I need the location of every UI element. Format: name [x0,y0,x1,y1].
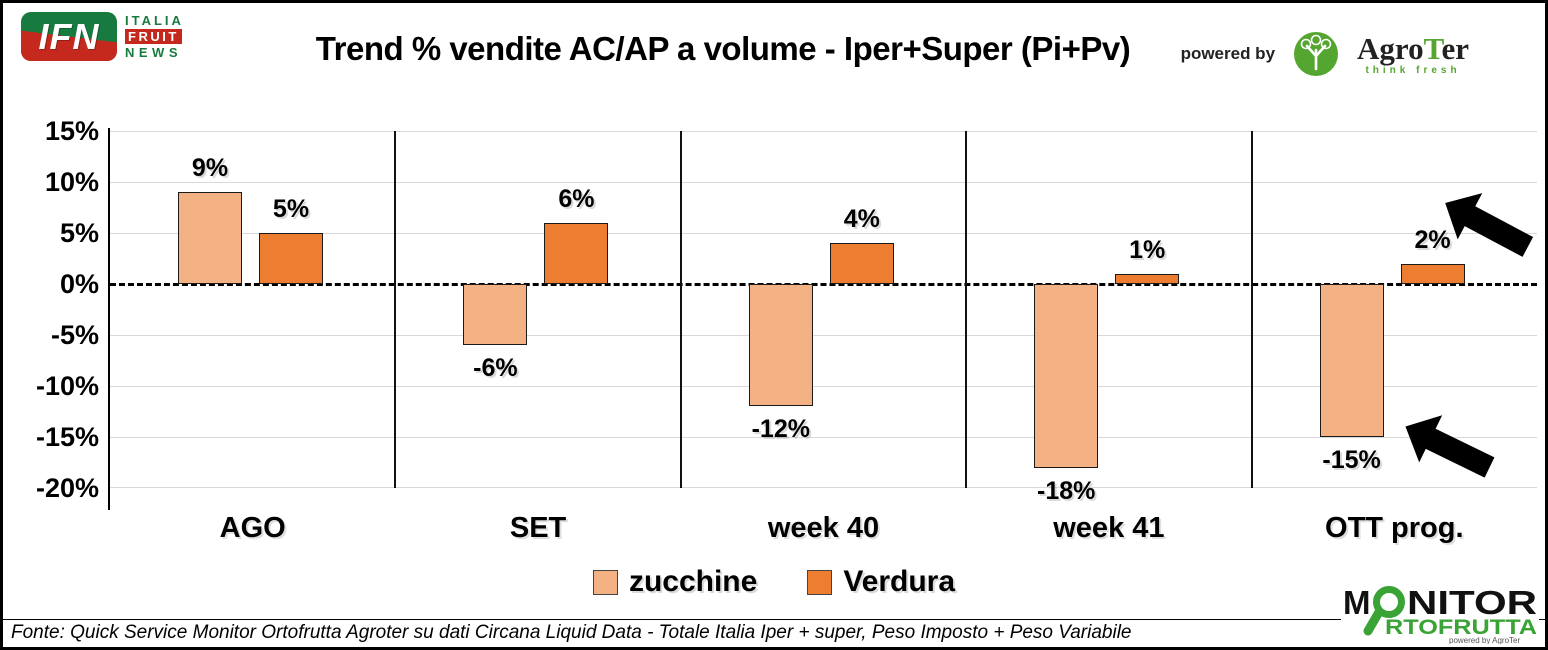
bar-value-label: 9% [191,154,229,183]
gridline [110,335,1537,336]
bar-zucchine [1319,284,1384,437]
gridline [110,131,1537,132]
agroter-name: AgroTer [1357,30,1469,66]
bar-zucchine [1034,284,1099,468]
y-tick-label: 0% [59,269,99,299]
bar-value-label: 2% [1414,225,1451,254]
y-tick-label: 15% [44,116,99,146]
monitor-line1-prefix: M [1343,584,1371,621]
y-tick-label: -15% [35,422,99,452]
bar-Verdura [1115,273,1180,284]
source-footer: Fonte: Quick Service Monitor Ortofrutta … [3,619,1545,647]
bar-zucchine [463,284,528,346]
bar-value-label: 5% [272,195,310,223]
gridline [110,437,1537,438]
ifn-abbr: IFN [38,15,100,57]
y-tick-label: -5% [50,320,99,350]
chart-title: Trend % vendite AC/AP a volume - Iper+Su… [315,30,1131,67]
agroter-tagline: think fresh [1365,64,1461,76]
ifn-line-italia: ITALIA [125,13,184,28]
gridline [110,386,1537,387]
ifn-wordmark: ITALIA FRUIT NEWS [125,13,184,60]
agroter-name-t: T [1423,30,1442,66]
bar-value-label: -15% [1322,446,1381,474]
ifn-logo: IFN ITALIA FRUIT NEWS [21,12,184,61]
y-tick-label: -10% [35,371,99,401]
agroter-name-prefix: Agro [1357,30,1424,66]
legend-label-zucchine: zucchine [628,565,758,598]
gridline [110,182,1537,183]
ifn-line-fruit: FRUIT [125,29,182,44]
monitor-ortofrutta-logo: M NITOR RTOFRUTTA powered by AgroTer [1341,582,1539,644]
bar-value-label: -18% [1037,476,1096,505]
category-label: week 41 [1053,512,1165,544]
monitor-line1-suffix: NITOR [1407,584,1537,621]
ifn-line-news: NEWS [125,45,182,60]
panel-divider [394,131,397,488]
bar-Verdura [544,222,609,284]
bar-value-label: 1% [1129,235,1166,264]
category-label: SET [509,512,567,544]
y-tick-label: 10% [44,167,99,197]
bar-value-label: 6% [558,184,595,213]
powered-by-block: powered by AgroTer think fresh [1181,31,1469,77]
bar-value-label: -6% [473,354,518,383]
agroter-tree-icon [1294,32,1339,76]
gridline [110,233,1537,234]
gridline [110,487,1537,488]
y-tick-label: 5% [59,218,99,248]
legend-swatch-verdura [807,569,833,595]
panel-divider [965,131,968,488]
panel-divider [1250,131,1253,488]
ifn-badge: IFN [21,12,117,61]
legend-swatch-zucchine [592,569,618,595]
bar-Verdura [829,243,894,284]
y-tick-label: -20% [35,473,99,503]
legend-item-verdura: Verdura [807,565,955,599]
arrow-annotation-bottom [1392,400,1503,494]
arrow-annotation-top [1431,177,1542,273]
chart-legend: zucchine Verdura [3,565,1545,599]
category-label: OTT prog. [1325,512,1464,544]
y-axis-line [108,128,110,510]
monitor-line2: RTOFRUTTA [1385,616,1537,639]
powered-by-label: powered by [1180,44,1276,63]
legend-item-zucchine: zucchine [592,565,758,599]
zero-baseline [110,282,1537,286]
bar-zucchine [748,284,813,407]
bar-Verdura [1400,263,1465,284]
agroter-wordmark: AgroTer think fresh [1357,30,1469,76]
magnifier-icon [1373,586,1405,618]
panel-divider [679,131,682,488]
category-label: AGO [219,512,286,544]
legend-label-verdura: Verdura [843,565,956,598]
bar-Verdura [259,233,323,284]
y-axis-labels: 15% 10% 5% 0% -5% -10% -15% -20% [3,116,99,503]
bar-value-label: -12% [751,415,810,444]
category-row: AGO SET week 40 week 41 OTT prog. [110,506,1537,550]
monitor-powered-by: powered by AgroTer [1449,636,1520,644]
agroter-name-suffix: er [1441,30,1469,66]
category-label: week 40 [767,512,880,544]
bar-zucchine [178,192,242,284]
bar-value-label: 4% [843,205,880,234]
plot-area: 9% 5% -6% 6% -12% 4% -18% 1% -15% 2% [110,131,1537,505]
